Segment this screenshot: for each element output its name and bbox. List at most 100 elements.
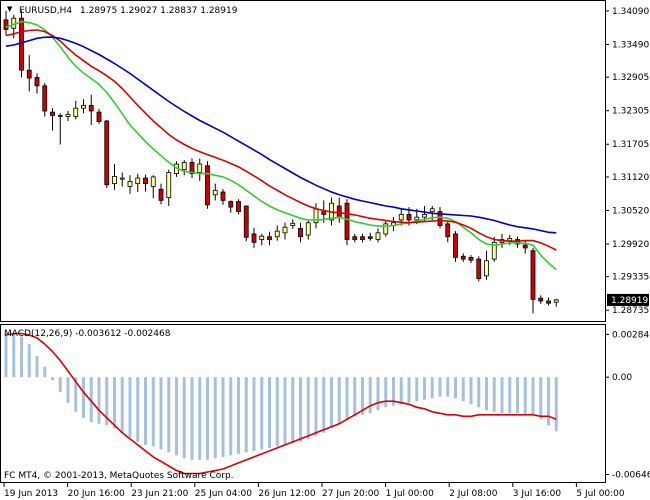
- candle-body-bull: [305, 222, 311, 236]
- candle: [476, 256, 482, 282]
- candle-body-bear: [205, 165, 210, 206]
- candle-body-bull: [135, 177, 141, 185]
- candle-body-bear: [104, 120, 110, 186]
- candle-body-bull: [398, 213, 404, 221]
- time-tick-label: 3 Jul 16:00: [513, 489, 562, 499]
- candle-body-bull: [81, 104, 86, 109]
- candle: [367, 232, 373, 241]
- candle: [197, 158, 203, 181]
- candle-body-bear: [538, 297, 544, 302]
- candle-body-bull: [375, 232, 381, 240]
- candle-body-bear: [267, 236, 272, 240]
- time-tick-label: 27 Jun 20:00: [322, 489, 379, 499]
- candle: [42, 83, 48, 117]
- ma-fast-line: [5, 20, 557, 271]
- candle-body-bull: [166, 172, 172, 199]
- time-tick-label: 26 Jun 12:00: [258, 489, 315, 499]
- candle-body-bear: [546, 300, 551, 304]
- candle-body-bear: [352, 236, 358, 240]
- candle-body-bull: [259, 235, 265, 240]
- candle-body-bear: [88, 104, 94, 112]
- candle-body-bear: [42, 85, 48, 112]
- candle-body-bear: [243, 205, 249, 238]
- macd-panel[interactable]: [4, 332, 558, 475]
- candle-body-bear: [321, 211, 327, 215]
- time-tick-label: 25 Jun 04:00: [195, 489, 252, 499]
- candle-body-bull: [127, 180, 133, 187]
- current-price-label: 1.28919: [611, 296, 648, 306]
- candle-body-bull: [65, 113, 71, 117]
- candle-body-bear: [336, 205, 342, 218]
- candle-body-bear: [189, 161, 195, 174]
- candle: [158, 183, 164, 205]
- candle-body-bear: [445, 223, 451, 238]
- price-tick-label: 1.28735: [612, 306, 649, 316]
- candle: [65, 110, 71, 122]
- candle-body-bull: [484, 260, 489, 277]
- time-tick-label: 20 Jun 16:00: [68, 489, 125, 499]
- candle: [26, 55, 32, 92]
- candle: [57, 113, 63, 145]
- candle-body-bear: [158, 188, 164, 201]
- candle: [34, 73, 40, 94]
- candle-body-bull: [150, 176, 156, 187]
- candle-body-bull: [197, 163, 203, 173]
- candle: [484, 250, 489, 280]
- candle: [305, 219, 311, 240]
- time-tick-label: 5 Jul 00:00: [576, 489, 625, 499]
- candle-body-bear: [453, 233, 458, 258]
- candle-body-bull: [290, 222, 296, 226]
- candle-body-bull: [274, 230, 280, 238]
- candle-body-bull: [119, 177, 125, 180]
- candle: [274, 225, 280, 241]
- candle-body-bear: [19, 17, 24, 71]
- candle: [460, 253, 466, 262]
- candle-body-bull: [212, 189, 218, 196]
- price-tick-label: 1.31705: [612, 140, 649, 150]
- price-panel[interactable]: [3, 10, 559, 314]
- time-tick-label: 23 Jun 21:00: [131, 489, 188, 499]
- macd-panel-frame: [0, 324, 606, 483]
- price-panel-frame: [0, 0, 606, 322]
- candle: [135, 173, 141, 193]
- candle-body-bear: [522, 244, 528, 249]
- candle-body-bear: [437, 211, 443, 226]
- time-tick-label: 1 Jul 00:00: [386, 489, 435, 499]
- macd-signal-line: [5, 332, 557, 475]
- price-tick-label: 1.33490: [612, 40, 649, 50]
- current-price-box: [607, 293, 649, 306]
- candle: [282, 222, 288, 240]
- copyright-text: FC MT4, © 2001-2013, MetaQuotes Software…: [4, 471, 234, 481]
- dropdown-triangle-icon[interactable]: ▼: [7, 5, 13, 13]
- candle-body-bear: [476, 258, 482, 280]
- candle: [181, 160, 187, 176]
- candle: [251, 227, 257, 248]
- candle: [375, 228, 381, 243]
- candle-body-bull: [181, 161, 187, 171]
- candle-body-bear: [236, 201, 241, 212]
- candle: [553, 298, 559, 307]
- candle: [143, 174, 148, 192]
- candle: [538, 295, 544, 304]
- candle-body-bear: [460, 255, 466, 260]
- candle: [360, 233, 365, 243]
- ma-medium-line: [5, 29, 557, 251]
- ohlc-readout: 1.28975 1.29027 1.28837 1.28919: [80, 6, 238, 16]
- candle: [546, 297, 551, 306]
- candle-body-bull: [414, 216, 420, 221]
- price-tick-label: 1.31120: [612, 173, 649, 183]
- candle-body-bear: [530, 250, 536, 300]
- symbol-timeframe: EURUSD,H4: [19, 6, 72, 16]
- candle-body-bull: [491, 241, 497, 260]
- candle: [119, 172, 125, 187]
- candle-body-bull: [73, 107, 79, 117]
- macd-title: MACD(12,26,9) -0.003612 -0.002468: [4, 329, 171, 339]
- candle: [88, 94, 94, 125]
- candle-body-bear: [406, 213, 412, 221]
- ma-slow-line: [5, 36, 557, 234]
- candle: [352, 233, 358, 243]
- candle: [243, 205, 249, 242]
- candle: [383, 219, 389, 237]
- candle-body-bear: [96, 111, 102, 122]
- candle-body-bull: [429, 208, 435, 212]
